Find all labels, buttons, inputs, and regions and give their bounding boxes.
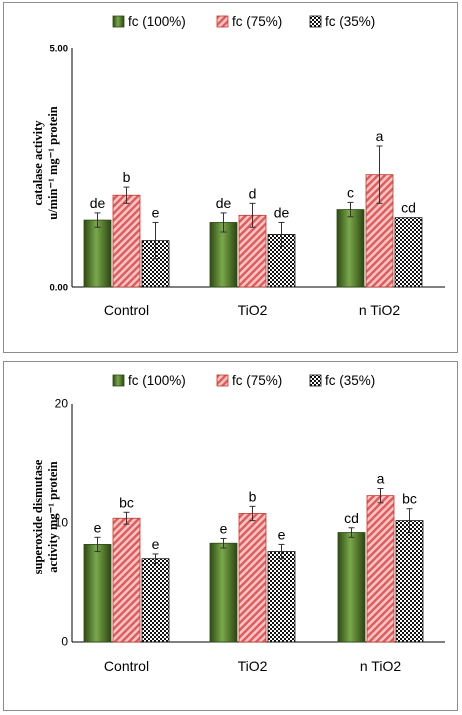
data-label: b — [249, 488, 257, 504]
data-label: cd — [401, 200, 416, 216]
bar-0 — [337, 532, 366, 643]
sod-chart-panel: fc (100%) fc (75%) fc (35%) superoxide dism… — [3, 361, 458, 711]
data-label: c — [347, 184, 354, 200]
bar-1 — [238, 513, 267, 643]
data-label: a — [377, 470, 385, 486]
bar-2 — [394, 217, 423, 288]
legend-label: fc (75%) — [232, 14, 282, 29]
x-tick-label: n TiO2 — [359, 302, 400, 318]
data-label: cd — [344, 510, 359, 526]
legend-swatch — [112, 374, 125, 387]
x-tick-label: Control — [104, 302, 149, 318]
x-tick-label: n TiO2 — [360, 658, 401, 674]
data-label: de — [274, 204, 290, 220]
x-tick-label: TiO2 — [238, 302, 268, 318]
data-label: e — [152, 204, 160, 220]
x-tick-label: TiO2 — [238, 658, 268, 674]
y-tick-label: 10 — [55, 516, 69, 530]
catalase-chart: fc (100%) fc (75%) fc (35%) catalase activi… — [31, 14, 445, 318]
legend-swatch — [216, 374, 229, 387]
legend-label: fc (75%) — [232, 373, 282, 388]
legend-label: fc (35%) — [325, 373, 375, 388]
bar-1 — [365, 174, 394, 288]
legend-swatch — [309, 15, 322, 28]
legend-swatch — [216, 15, 229, 28]
data-label: bc — [402, 491, 417, 507]
y-axis-label: catalase activityu/min⁻¹ mg⁻¹ protein — [31, 106, 60, 220]
data-label: bc — [119, 494, 134, 510]
legend-label: fc (35%) — [325, 14, 375, 29]
y-tick-label: 20 — [55, 397, 69, 411]
data-label: e — [220, 520, 228, 536]
data-label: a — [376, 128, 384, 144]
bar-2 — [395, 520, 424, 643]
y-axis-label: superoxide dismutaseactivity mg⁻¹ protei… — [31, 459, 60, 574]
data-label: d — [249, 185, 257, 201]
bar-1 — [366, 495, 395, 643]
bar-1 — [112, 517, 141, 643]
bar-0 — [209, 542, 238, 643]
data-label: de — [216, 195, 232, 211]
y-tick-label: 0 — [61, 635, 68, 649]
catalase-chart-panel: fc (100%) fc (75%) fc (35%) catalase activi… — [3, 2, 458, 353]
data-label: de — [90, 195, 106, 211]
x-tick-label: Control — [104, 658, 149, 674]
bar-0 — [83, 219, 112, 288]
legend-label: fc (100%) — [128, 14, 186, 29]
bar-1 — [112, 194, 141, 288]
bar-2 — [141, 558, 170, 643]
bar-0 — [336, 209, 365, 288]
legend-swatch — [112, 15, 125, 28]
data-label: e — [152, 536, 160, 552]
data-label: b — [123, 169, 131, 185]
y-tick-label: 5.00 — [50, 44, 69, 55]
sod-chart: fc (100%) fc (75%) fc (35%) superoxide dism… — [31, 373, 445, 674]
data-label: e — [278, 526, 286, 542]
y-tick-label: 0.00 — [50, 283, 69, 294]
bar-2 — [267, 551, 296, 643]
bar-0 — [83, 544, 112, 643]
data-label: e — [94, 519, 102, 535]
legend-swatch — [309, 374, 322, 387]
bar-0 — [209, 222, 238, 288]
legend-label: fc (100%) — [128, 373, 186, 388]
